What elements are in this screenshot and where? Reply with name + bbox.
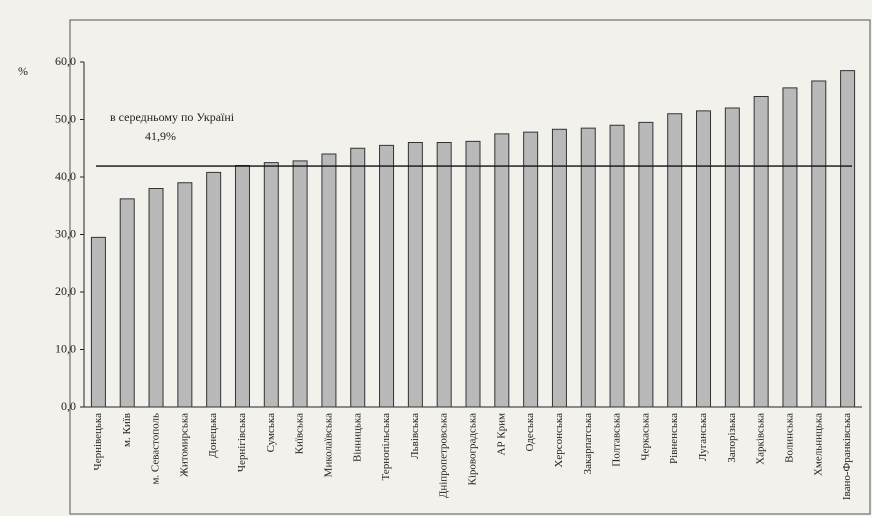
bar [811,80,827,408]
bar [206,171,222,408]
y-tick-label: 60,0 [55,54,76,68]
bar [90,236,106,408]
x-tick-label: Рівненська [668,413,680,464]
y-tick-label: 0,0 [61,399,76,413]
x-tick-label: Волинська [783,413,795,463]
bar [263,162,279,408]
x-tick-label: Донецька [207,413,219,458]
bar [551,128,567,408]
average-label: 41,9% [145,129,176,143]
x-tick-label: Хмельницька [812,413,824,476]
x-tick-label: Сумська [265,413,277,452]
y-tick-label: 10,0 [55,341,76,355]
x-tick-label: Дніпропетровська [438,413,450,498]
x-tick-label: Чернігівська [236,413,248,472]
bar [494,133,510,408]
bar [667,113,683,408]
x-tick-label: Луганська [697,413,709,461]
bar [609,124,625,408]
x-tick-label: АР Крим [495,413,507,456]
x-tick-label: Закарпатська [582,413,594,474]
x-tick-label: м. Київ [121,413,133,447]
bar [119,198,135,408]
bar [638,121,654,408]
x-tick-label: Львівська [409,413,421,459]
x-tick-label: Запорізька [726,413,738,463]
bar [696,110,712,408]
x-tick-label: Тернопільська [380,413,392,481]
bar [177,182,193,408]
bar [580,127,596,408]
y-tick-label: 30,0 [55,226,76,240]
y-tick-label: 20,0 [55,284,76,298]
x-tick-label: Одеська [524,413,536,452]
annotation: в середньому по Україні [110,110,235,124]
x-tick-label: Херсонська [553,413,565,468]
x-tick-label: Полтавська [611,413,623,467]
x-tick-label: Кіровоградська [467,413,479,486]
y-axis-label: % [18,64,28,78]
bar [782,87,798,408]
x-tick-label: Вінницька [351,413,363,462]
bar [292,160,308,408]
bar [724,107,740,408]
bar [753,96,769,408]
bar [321,153,337,408]
x-tick-label: Черкаська [639,413,651,461]
x-tick-label: Івано-Франківська [841,413,853,500]
bar [840,70,856,408]
x-tick-label: Чернівецька [92,413,104,471]
x-tick-label: Київська [294,413,306,454]
bar [407,142,423,408]
y-tick-label: 50,0 [55,111,76,125]
bar [465,140,481,408]
bar [379,144,395,408]
bar [234,165,250,408]
x-tick-label: м. Севастополь [150,413,162,485]
bar [523,131,539,408]
x-tick-label: Харківська [755,413,767,465]
bar [350,147,366,408]
frame [69,19,871,515]
bar [436,142,452,408]
bar [148,188,164,408]
x-tick-label: Житомирська [178,413,190,477]
x-tick-label: Миколаївська [322,413,334,477]
y-tick-label: 40,0 [55,169,76,183]
